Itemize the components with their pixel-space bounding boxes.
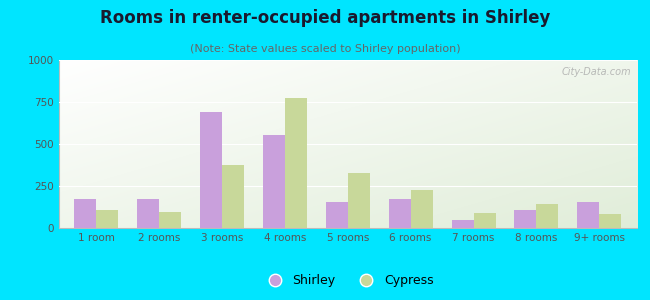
Bar xyxy=(389,199,411,228)
Bar xyxy=(200,112,222,228)
Bar xyxy=(514,210,536,228)
Text: City-Data.com: City-Data.com xyxy=(562,67,631,77)
Bar xyxy=(348,172,370,228)
Bar xyxy=(536,205,558,228)
Bar xyxy=(411,190,433,228)
Bar xyxy=(263,135,285,228)
Bar xyxy=(137,199,159,228)
Bar xyxy=(326,202,348,228)
Bar xyxy=(473,213,495,228)
Legend: Shirley, Cypress: Shirley, Cypress xyxy=(257,269,439,292)
Text: Rooms in renter-occupied apartments in Shirley: Rooms in renter-occupied apartments in S… xyxy=(100,9,550,27)
Bar xyxy=(285,98,307,228)
Bar xyxy=(96,210,118,228)
Bar xyxy=(599,214,621,228)
Bar xyxy=(222,165,244,228)
Bar xyxy=(577,202,599,228)
Text: (Note: State values scaled to Shirley population): (Note: State values scaled to Shirley po… xyxy=(190,44,460,53)
Bar xyxy=(159,212,181,228)
Bar xyxy=(452,220,473,228)
Bar xyxy=(74,199,96,228)
